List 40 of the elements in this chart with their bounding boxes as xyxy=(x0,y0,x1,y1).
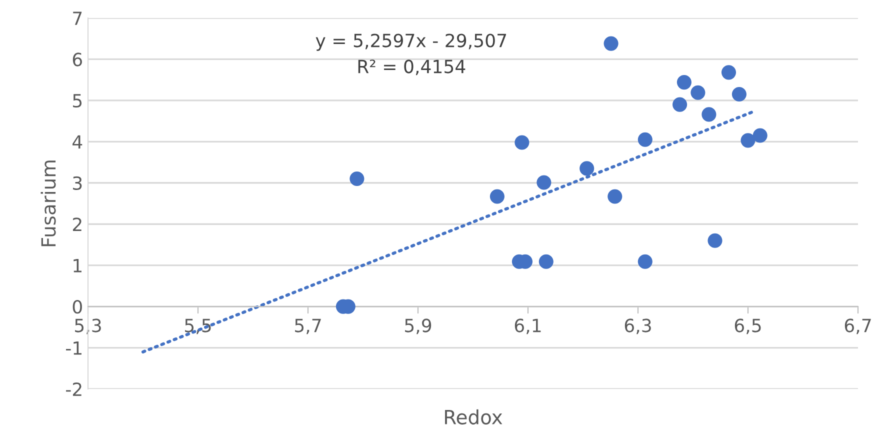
point xyxy=(638,132,652,147)
point xyxy=(638,254,652,269)
y-tick-label: 6 xyxy=(72,52,82,66)
point xyxy=(514,135,530,150)
point xyxy=(350,171,364,186)
point xyxy=(490,189,504,204)
x-tick-label: 6,5 xyxy=(734,318,761,334)
y-axis-title: Fusarium xyxy=(40,160,56,246)
x-tick-label: 6,7 xyxy=(844,318,871,334)
point xyxy=(580,161,594,176)
y-tick-label: 3 xyxy=(73,176,82,190)
x-tick-label: 6,1 xyxy=(514,318,541,334)
point xyxy=(740,133,756,148)
point xyxy=(702,107,716,122)
x-tick-label: 5,9 xyxy=(405,318,432,334)
point xyxy=(608,189,622,204)
point xyxy=(538,254,554,269)
y-tick-label: -2 xyxy=(66,382,82,396)
x-tick-label: 5,3 xyxy=(75,318,101,334)
point xyxy=(672,97,688,112)
annotation: R² = 0,4154 xyxy=(358,60,466,76)
point xyxy=(604,36,618,51)
annotation: y = 5,2597x - 29,507 xyxy=(316,34,506,51)
y-tick-label: 1 xyxy=(74,259,82,272)
point xyxy=(708,233,722,248)
y-tick-label: 2 xyxy=(72,218,82,231)
x-tick-label: 6,3 xyxy=(624,318,651,334)
point xyxy=(690,85,706,100)
y-tick-label: 0 xyxy=(72,300,82,314)
point xyxy=(536,175,552,190)
y-tick-label: 7 xyxy=(73,12,82,25)
point xyxy=(676,75,692,90)
point xyxy=(721,65,736,80)
y-tick-label: 5 xyxy=(73,94,82,108)
point xyxy=(752,128,768,143)
y-tick-label: -1 xyxy=(66,341,82,355)
x-tick-label: 5,7 xyxy=(295,318,321,334)
point xyxy=(732,86,746,102)
y-tick-label: 4 xyxy=(72,135,82,149)
x-axis-title: Redox xyxy=(445,409,502,424)
